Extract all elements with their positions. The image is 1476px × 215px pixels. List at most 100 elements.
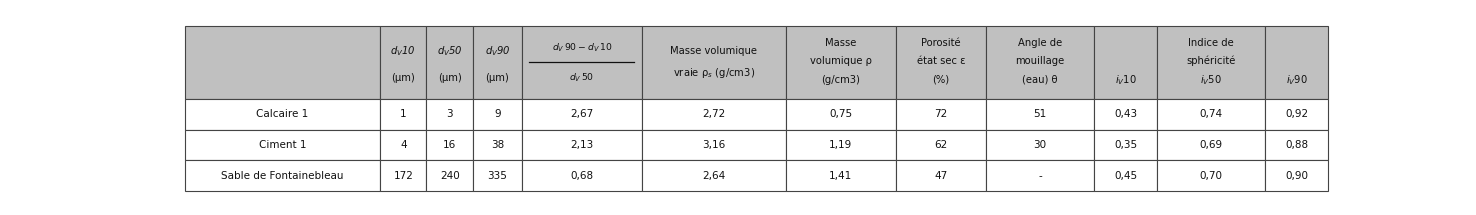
Bar (1265, 160, 1328, 191)
Text: 1,41: 1,41 (830, 171, 853, 181)
Text: 335: 335 (487, 171, 508, 181)
Bar (427, 99, 472, 130)
Bar (472, 130, 523, 160)
Bar (1157, 26, 1265, 99)
Text: 0,90: 0,90 (1286, 171, 1308, 181)
Text: 4: 4 (400, 140, 406, 150)
Bar (379, 26, 427, 99)
Text: $d_V\,50$: $d_V\,50$ (570, 72, 595, 84)
Text: 1: 1 (400, 109, 406, 119)
Bar (1157, 99, 1265, 130)
Text: $i_V$10: $i_V$10 (1114, 73, 1137, 87)
Text: état sec ε: état sec ε (917, 56, 965, 66)
Text: Masse volumique: Masse volumique (670, 46, 757, 56)
Bar (379, 130, 427, 160)
Bar (986, 99, 1094, 130)
Text: 2,67: 2,67 (570, 109, 593, 119)
Bar (1094, 99, 1157, 130)
Text: Angle de: Angle de (1018, 38, 1063, 48)
Bar (896, 99, 986, 130)
Text: 0,68: 0,68 (570, 171, 593, 181)
Bar (523, 99, 642, 130)
Text: $i_V$50: $i_V$50 (1200, 73, 1222, 87)
Bar (986, 130, 1094, 160)
Text: (eau) θ: (eau) θ (1023, 75, 1058, 85)
Text: 172: 172 (393, 171, 413, 181)
Bar (427, 26, 472, 99)
Text: 0,92: 0,92 (1286, 109, 1308, 119)
Bar (472, 99, 523, 130)
Text: 47: 47 (934, 171, 948, 181)
Bar (184, 130, 379, 160)
Text: -: - (1038, 171, 1042, 181)
Text: 3: 3 (446, 109, 453, 119)
Text: 16: 16 (443, 140, 456, 150)
Bar (986, 26, 1094, 99)
Bar (184, 26, 379, 99)
Bar (896, 26, 986, 99)
Text: (%): (%) (933, 75, 949, 85)
Text: 38: 38 (490, 140, 503, 150)
Bar (523, 26, 642, 99)
Text: $i_V$90: $i_V$90 (1286, 73, 1308, 87)
Text: 30: 30 (1033, 140, 1046, 150)
Text: 1,19: 1,19 (830, 140, 853, 150)
Text: $d_V$10: $d_V$10 (391, 44, 416, 58)
Bar (1157, 130, 1265, 160)
Text: 62: 62 (934, 140, 948, 150)
Bar (184, 99, 379, 130)
Text: sphéricité: sphéricité (1187, 55, 1235, 66)
Text: 72: 72 (934, 109, 948, 119)
Bar (1094, 130, 1157, 160)
Text: mouillage: mouillage (1015, 56, 1064, 66)
Text: (μm): (μm) (486, 73, 509, 83)
Text: 240: 240 (440, 171, 459, 181)
Text: (μm): (μm) (391, 73, 415, 83)
Bar (642, 99, 785, 130)
Bar (896, 130, 986, 160)
Text: 51: 51 (1033, 109, 1046, 119)
Text: vraie ρ$_s$ (g/cm3): vraie ρ$_s$ (g/cm3) (673, 66, 754, 80)
Text: 3,16: 3,16 (703, 140, 725, 150)
Text: 2,72: 2,72 (703, 109, 725, 119)
Text: Indice de: Indice de (1188, 38, 1234, 48)
Text: 0,69: 0,69 (1200, 140, 1222, 150)
Text: 0,43: 0,43 (1114, 109, 1137, 119)
Bar (896, 160, 986, 191)
Bar (427, 160, 472, 191)
Bar (1265, 99, 1328, 130)
Text: 0,70: 0,70 (1200, 171, 1222, 181)
Bar (785, 26, 896, 99)
Text: 9: 9 (494, 109, 500, 119)
Text: Sable de Fontainebleau: Sable de Fontainebleau (221, 171, 344, 181)
Text: 2,64: 2,64 (703, 171, 725, 181)
Text: $d_V$90: $d_V$90 (484, 44, 511, 58)
Text: Calcaire 1: Calcaire 1 (257, 109, 308, 119)
Text: 0,45: 0,45 (1114, 171, 1137, 181)
Text: 2,13: 2,13 (570, 140, 593, 150)
Text: Masse: Masse (825, 38, 856, 48)
Text: 0,35: 0,35 (1114, 140, 1137, 150)
Bar (1094, 26, 1157, 99)
Text: volumique ρ: volumique ρ (810, 56, 872, 66)
Text: (g/cm3): (g/cm3) (821, 75, 861, 85)
Bar (427, 130, 472, 160)
Bar (1265, 130, 1328, 160)
Bar (785, 99, 896, 130)
Bar (642, 26, 785, 99)
Text: Porosité: Porosité (921, 38, 961, 48)
Bar (1157, 160, 1265, 191)
Bar (1094, 160, 1157, 191)
Text: 0,75: 0,75 (830, 109, 852, 119)
Bar (785, 130, 896, 160)
Bar (184, 160, 379, 191)
Text: 0,88: 0,88 (1286, 140, 1308, 150)
Bar (379, 160, 427, 191)
Text: Ciment 1: Ciment 1 (258, 140, 306, 150)
Text: $d_V$50: $d_V$50 (437, 44, 462, 58)
Bar (642, 130, 785, 160)
Bar (472, 160, 523, 191)
Bar (523, 160, 642, 191)
Bar (986, 160, 1094, 191)
Bar (523, 130, 642, 160)
